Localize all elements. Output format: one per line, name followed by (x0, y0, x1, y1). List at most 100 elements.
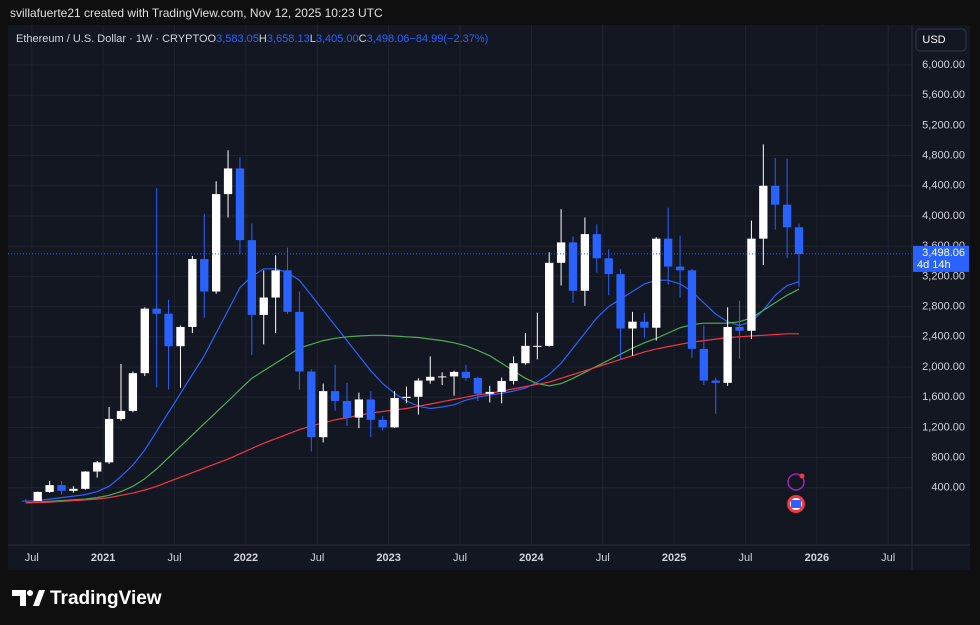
candle-body (604, 258, 613, 275)
x-tick-label: Jul (25, 552, 39, 564)
logo-icon (12, 590, 26, 606)
candle-body (402, 396, 411, 398)
flag-mark (791, 500, 801, 508)
change-pct: (−2.37%) (443, 33, 488, 45)
candle-body (319, 391, 328, 438)
legend-value: 3,405.00 (316, 33, 359, 45)
grid (8, 25, 912, 545)
candle-body (378, 419, 387, 428)
moving-average (25, 333, 799, 504)
y-tick-label: 4,800.00 (922, 150, 965, 162)
candle-body (247, 240, 257, 315)
candle-body (342, 400, 352, 418)
candle-body (330, 391, 340, 401)
y-tick-label: 5,600.00 (922, 89, 965, 101)
candle-body (21, 500, 31, 502)
candle-body (711, 380, 720, 383)
candle-body (426, 376, 435, 381)
plot (8, 144, 912, 504)
y-tick-label: 5,200.00 (922, 119, 965, 131)
candle-body (271, 270, 280, 298)
y-tick-label: 400.00 (931, 482, 965, 494)
candle-body (461, 371, 471, 378)
x-tick-label: Jul (738, 552, 752, 564)
y-tick-label: 800.00 (931, 451, 965, 463)
x-tick-label: Jul (596, 552, 610, 564)
legend-value: 3,658.13 (267, 33, 310, 45)
moving-average (25, 288, 800, 504)
x-tick-label: 2023 (376, 552, 400, 564)
candle-body (687, 270, 697, 349)
candle-body (104, 418, 114, 463)
candle-body (188, 259, 197, 327)
moving-average (25, 268, 800, 502)
candle-body (485, 391, 494, 394)
legend-prefix: C (359, 33, 367, 45)
candle-body (723, 326, 732, 383)
logo-icon (33, 590, 45, 606)
candle-body (509, 363, 518, 381)
candle-body (45, 485, 54, 492)
candle-body (116, 410, 126, 419)
candle-body (771, 185, 780, 205)
candle-body (675, 266, 685, 271)
candle-body (663, 238, 673, 267)
x-tick-label: Jul (310, 552, 324, 564)
candle-body (497, 380, 506, 392)
candle-body (747, 238, 756, 331)
x-tick-label: Jul (167, 552, 181, 564)
x-tick-label: 2024 (519, 552, 544, 564)
candle-body (735, 326, 744, 331)
candle-body (521, 345, 530, 364)
candle-body (473, 377, 483, 394)
candle-body (580, 234, 590, 291)
x-tick-label: 2025 (662, 552, 686, 564)
candle-body (176, 326, 185, 347)
x-tick-label: 2026 (805, 552, 829, 564)
candle-body (259, 297, 268, 315)
candle-body (223, 168, 233, 195)
legend-value: 3,583.05 (216, 33, 259, 45)
candle-body (556, 242, 566, 263)
candle-body (93, 462, 102, 472)
candle-body (759, 185, 768, 239)
x-tick-label: 2021 (91, 552, 115, 564)
candle-body (414, 380, 423, 397)
candle-body (782, 204, 792, 228)
candle-body (545, 262, 554, 346)
event-dot (799, 473, 805, 479)
candle-body (200, 259, 209, 292)
candle-body (295, 311, 304, 372)
candle-body (57, 485, 66, 491)
y-tick-label: 1,600.00 (922, 391, 965, 403)
x-tick-label: Jul (881, 552, 895, 564)
candle-body (794, 227, 804, 254)
last-price-box (913, 245, 969, 272)
change: −84.99 (409, 33, 443, 45)
candle-body (533, 345, 542, 347)
candle-body (366, 399, 375, 420)
legend: Ethereum / U.S. Dollar · 1W · CRYPTOO3,5… (16, 33, 488, 45)
event-icon[interactable] (787, 473, 805, 491)
candle-body (81, 471, 90, 489)
chart-frame (8, 25, 970, 570)
candle-body (128, 373, 138, 411)
legend-prefix: H (259, 33, 267, 45)
candle-body (616, 274, 625, 329)
y-tick-label: 4,000.00 (922, 210, 965, 222)
y-tick-label: 2,800.00 (922, 300, 965, 312)
candle-body (164, 313, 173, 347)
candle-body (33, 491, 42, 501)
candle-body (235, 168, 245, 241)
logo-text: TradingView (50, 588, 162, 609)
candle-body (568, 242, 578, 291)
candle-body (699, 348, 709, 381)
candle-body (640, 321, 649, 328)
x-tick-label: Jul (453, 552, 467, 564)
legend-prefix: O (208, 33, 217, 45)
currency-button[interactable] (915, 28, 967, 52)
overlay: 400.00 800.00 1,200.00 1,600.00 2,000.00 2,40… (16, 33, 969, 564)
x-tick-label: 2022 (234, 552, 258, 564)
y-tick-label: 4,400.00 (922, 180, 965, 192)
